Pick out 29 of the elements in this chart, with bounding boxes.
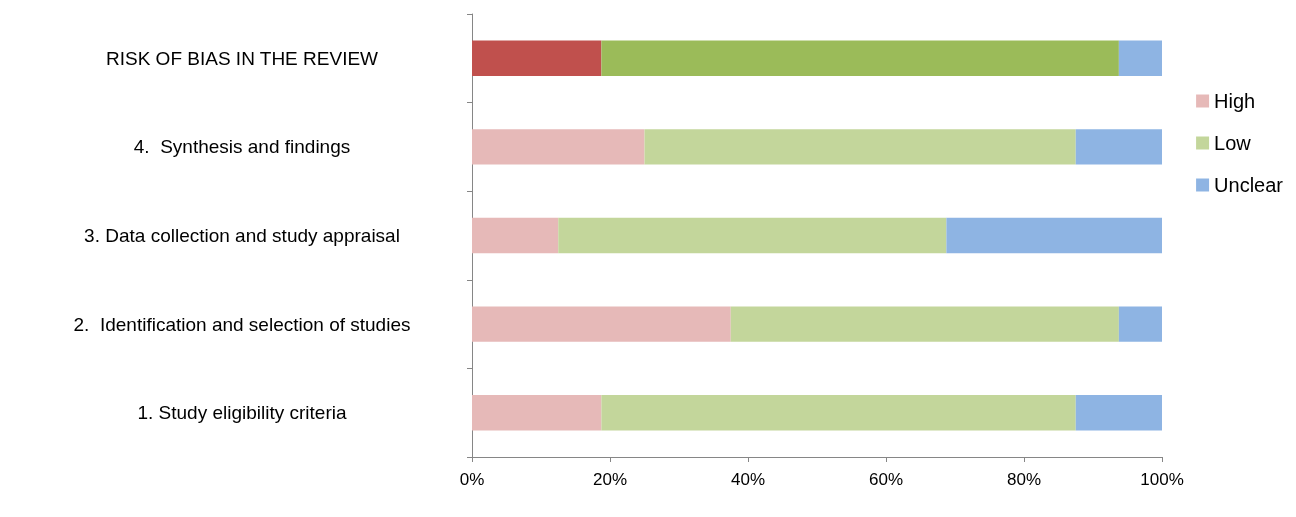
y-tick-label: 1. Study eligibility criteria bbox=[137, 402, 347, 424]
bar bbox=[601, 394, 1076, 431]
x-tick-label: 20% bbox=[592, 470, 628, 489]
x-tick-label: 100% bbox=[1140, 470, 1184, 489]
bar bbox=[472, 306, 731, 342]
bar bbox=[1075, 394, 1162, 431]
bar bbox=[946, 217, 1162, 254]
legend-label: High bbox=[1214, 90, 1256, 112]
x-tick-label: 40% bbox=[730, 470, 766, 489]
bar bbox=[472, 217, 559, 254]
bar bbox=[472, 394, 602, 431]
bar bbox=[472, 129, 645, 165]
bar bbox=[1118, 306, 1162, 342]
y-tick-label: RISK OF BIAS IN THE REVIEW bbox=[105, 47, 379, 69]
bar bbox=[1118, 40, 1162, 77]
bar bbox=[644, 129, 1076, 165]
x-tick-label: 0% bbox=[459, 470, 485, 489]
bar bbox=[601, 40, 1119, 77]
x-tick-label: 60% bbox=[868, 470, 904, 489]
y-tick-label: 4. Synthesis and findings bbox=[133, 136, 351, 158]
bar bbox=[472, 40, 602, 77]
legend-label: Low bbox=[1214, 132, 1252, 154]
y-tick-label: 2. Identification and selection of studies bbox=[73, 313, 411, 335]
bar bbox=[1075, 129, 1162, 165]
y-tick-label: 3. Data collection and study appraisal bbox=[84, 225, 400, 246]
x-tick-label: 80% bbox=[1006, 470, 1042, 489]
legend-label: Unclear bbox=[1214, 174, 1284, 196]
bar bbox=[558, 217, 947, 254]
bar bbox=[730, 306, 1119, 342]
